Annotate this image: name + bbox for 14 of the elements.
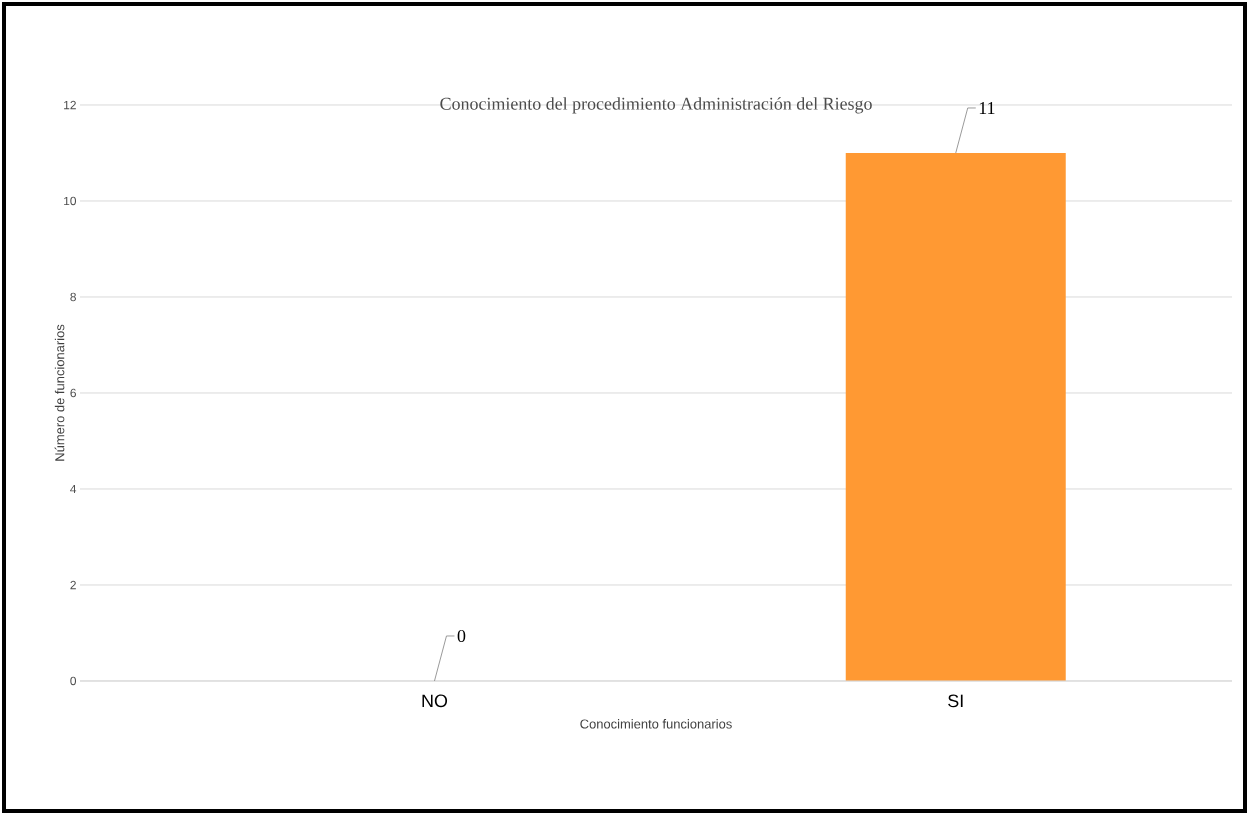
y-tick-label: 2 (70, 580, 76, 590)
y-axis-title: Número de funcionarios (54, 324, 65, 461)
data-label: 11 (979, 102, 995, 114)
y-tick-label: 10 (64, 196, 77, 206)
chart-title: Conocimiento del procedimiento Administración del Riesgo (440, 97, 872, 114)
x-tick-label: SI (948, 694, 963, 708)
y-tick-label: 0 (70, 676, 77, 686)
data-label: 0 (457, 629, 466, 643)
y-tick-label: 6 (70, 388, 76, 398)
y-tick-label: 4 (70, 484, 77, 494)
x-axis-title: Conocimiento funcionarios (580, 719, 732, 729)
y-tick-label: 12 (64, 100, 76, 110)
x-tick-label: NO (422, 694, 448, 708)
y-tick-label: 8 (70, 292, 76, 302)
